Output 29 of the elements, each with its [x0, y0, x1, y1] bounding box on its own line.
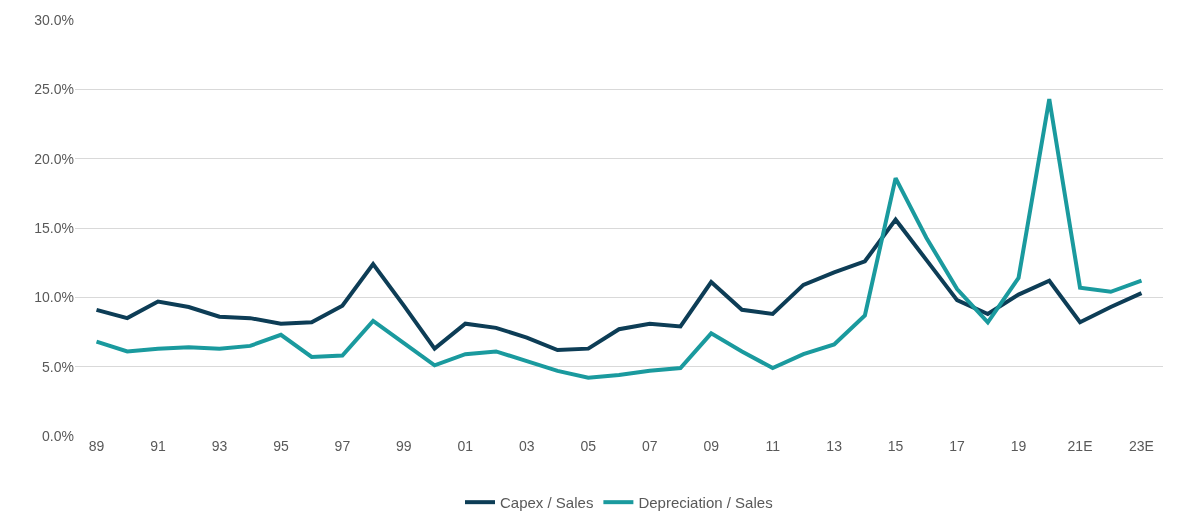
- x-tick-label: 01: [457, 438, 474, 454]
- y-tick-label: 0.0%: [42, 427, 74, 444]
- x-tick-label: 89: [88, 438, 105, 454]
- x-tick-label: 21E: [1067, 438, 1093, 454]
- legend-label: Depreciation / Sales: [638, 494, 773, 512]
- y-tick-label: 15.0%: [34, 219, 74, 236]
- y-tick-label: 25.0%: [34, 81, 74, 98]
- x-tick-label: 11: [765, 438, 781, 454]
- x-tick-label: 93: [211, 438, 228, 454]
- x-tick-label: 19: [1010, 438, 1027, 454]
- x-tick-label: 17: [949, 438, 966, 454]
- y-tick-label: 5.0%: [42, 358, 74, 375]
- line-series: [94, 217, 1144, 353]
- x-tick-label: 99: [396, 438, 412, 454]
- x-tick-label: 91: [150, 438, 166, 454]
- y-tick-label: 10.0%: [34, 289, 74, 306]
- legend-label: Capex / Sales: [500, 494, 594, 512]
- x-tick-label: 23E: [1129, 438, 1154, 454]
- x-tick-label: 13: [826, 438, 843, 454]
- x-tick-label: 07: [641, 438, 658, 454]
- x-tick-label: 97: [334, 438, 351, 454]
- y-tick-label: 20.0%: [34, 150, 74, 167]
- x-tick-label: 09: [703, 438, 720, 454]
- x-tick-label: 03: [519, 438, 535, 454]
- x-tick-label: 95: [273, 438, 289, 454]
- x-tick-label: 15: [887, 438, 904, 454]
- y-tick-label: 30.0%: [34, 11, 74, 28]
- line-series: [94, 97, 1144, 380]
- x-tick-label: 05: [580, 438, 597, 454]
